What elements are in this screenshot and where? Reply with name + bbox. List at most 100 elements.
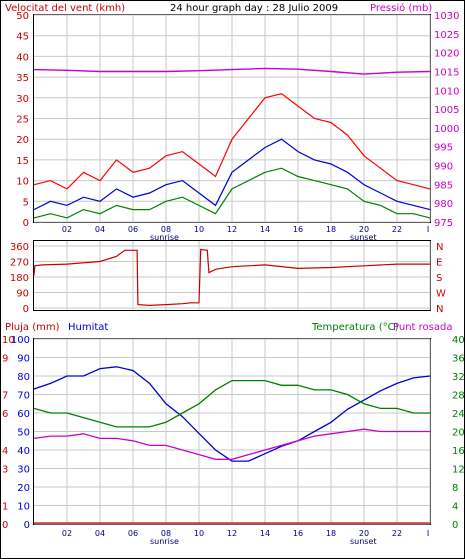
temperature-line bbox=[33, 379, 430, 428]
wind-y-tick-label: 30 bbox=[16, 94, 29, 105]
rain-y-tick-label: 3 bbox=[2, 465, 8, 476]
direction-y-ticks: 0 90 180 270 360 bbox=[10, 242, 29, 315]
x-axis-wind: 02 04 06 08 10 12 14 16 18 20 22 I bbox=[62, 225, 429, 234]
rain-y-tick-label: 0 bbox=[2, 520, 8, 531]
humidity-y-tick-label: 80 bbox=[17, 372, 30, 383]
rain-axis-title: Pluja (mm) bbox=[5, 322, 60, 333]
temperature-y-tick-label: 0 bbox=[452, 520, 458, 531]
x-tick-label: 10 bbox=[194, 225, 204, 234]
direction-series bbox=[33, 248, 430, 307]
grid-humidity bbox=[34, 338, 431, 525]
wind-y-tick-label: 35 bbox=[16, 73, 29, 84]
direction-y-tick-label: 90 bbox=[16, 289, 29, 300]
x-tick-label: 12 bbox=[227, 529, 237, 538]
x-tick-label: 04 bbox=[95, 225, 105, 234]
rain-y-tick-label: 6 bbox=[2, 409, 8, 420]
wind-y-tick-label: 50 bbox=[16, 11, 29, 22]
humidity-series bbox=[33, 366, 431, 524]
chart-title: 24 hour graph day : 28 Julio 2009 bbox=[170, 3, 338, 14]
rain-y-tick-label: 4 bbox=[2, 446, 8, 457]
pressure-axis-title: Pressió (mb) bbox=[370, 2, 432, 14]
pressure-line bbox=[33, 67, 431, 75]
wind-y-tick-label: 25 bbox=[16, 115, 29, 126]
avg-line bbox=[33, 167, 431, 219]
direction-y-tick-label: 0 bbox=[23, 304, 29, 315]
temperature-y-tick-label: 16 bbox=[452, 446, 465, 457]
direction-line bbox=[33, 248, 430, 307]
humidity-y-tick-label: 20 bbox=[17, 483, 30, 494]
compass-label: N bbox=[436, 304, 443, 315]
temperature-y-tick-label: 12 bbox=[452, 465, 465, 476]
sunset-label-bottom: sunset bbox=[350, 537, 377, 546]
pressure-y-tick-label: 1005 bbox=[434, 105, 459, 116]
x-tick-label: 20 bbox=[359, 529, 369, 538]
pressure-y-tick-label: 975 bbox=[434, 218, 453, 229]
x-tick-label: 18 bbox=[326, 225, 336, 234]
temperature-axis-title: Temperatura (°C) bbox=[311, 322, 399, 333]
x-tick-label: 12 bbox=[227, 225, 237, 234]
x-tick-label: 18 bbox=[326, 529, 336, 538]
pressure-y-tick-label: 995 bbox=[434, 143, 453, 154]
wind-y-ticks: 0 5 10 15 20 25 30 35 40 45 50 bbox=[16, 11, 29, 229]
humidity-y-tick-label: 40 bbox=[17, 446, 30, 457]
temperature-y-tick-label: 28 bbox=[452, 391, 465, 402]
humidity-y-tick-label: 90 bbox=[17, 354, 30, 365]
x-tick-label: 08 bbox=[161, 225, 171, 234]
temperature-y-tick-label: 40 bbox=[452, 335, 465, 346]
rain-y-tick-label: 10 bbox=[2, 335, 15, 346]
x-tick-label: 08 bbox=[161, 529, 171, 538]
compass-label: W bbox=[436, 289, 446, 300]
humidity-y-tick-label: 30 bbox=[17, 465, 30, 476]
direction-y-tick-label: 180 bbox=[10, 273, 29, 284]
x-tick-label: 14 bbox=[260, 225, 270, 234]
x-tick-label: 14 bbox=[260, 529, 270, 538]
temperature-y-tick-label: 36 bbox=[452, 354, 465, 365]
humidity-y-tick-label: 0 bbox=[24, 520, 30, 531]
humidity-y-tick-label: 60 bbox=[17, 409, 30, 420]
wind-y-tick-label: 10 bbox=[16, 177, 29, 188]
pressure-y-tick-label: 985 bbox=[434, 180, 453, 191]
wind-y-tick-label: 45 bbox=[16, 32, 29, 43]
wind-y-tick-label: 15 bbox=[16, 156, 29, 167]
temperature-y-tick-label: 20 bbox=[452, 428, 465, 439]
x-tick-label: 22 bbox=[392, 529, 402, 538]
wind-series bbox=[33, 67, 431, 219]
wind-y-tick-label: 0 bbox=[23, 218, 29, 229]
x-tick-label: 10 bbox=[194, 529, 204, 538]
x-tick-label: 02 bbox=[62, 529, 72, 538]
pressure-y-tick-label: 980 bbox=[434, 199, 453, 210]
pressure-y-ticks: 975 980 985 990 995 1000 1005 1010 1015 1020 1025 1… bbox=[434, 11, 459, 229]
compass-label: S bbox=[436, 273, 442, 284]
wind-line bbox=[33, 138, 431, 211]
temperature-y-tick-label: 8 bbox=[452, 483, 458, 494]
grid-direction bbox=[34, 241, 431, 310]
pressure-y-tick-label: 1010 bbox=[434, 86, 459, 97]
compass-label: E bbox=[436, 258, 442, 269]
pressure-y-tick-label: 1000 bbox=[434, 124, 459, 135]
x-tick-label: 04 bbox=[95, 529, 105, 538]
temperature-y-tick-label: 24 bbox=[452, 409, 465, 420]
humidity-y-tick-label: 70 bbox=[17, 391, 30, 402]
gust-line bbox=[33, 93, 431, 190]
sunrise-label-top: sunrise bbox=[150, 233, 179, 242]
wind-y-tick-label: 40 bbox=[16, 52, 29, 63]
wind-y-tick-label: 5 bbox=[23, 197, 29, 208]
sunrise-label-bottom: sunrise bbox=[150, 537, 179, 546]
pressure-y-tick-label: 1025 bbox=[434, 30, 459, 41]
humidity-rain-y-ticks: 0 10 20 30 40 50 60 70 80 90 100 0 1 3 4 6 7 9 10 bbox=[2, 335, 30, 531]
pressure-y-tick-label: 1015 bbox=[434, 67, 459, 78]
wind-y-tick-label: 20 bbox=[16, 135, 29, 146]
x-tick-label: 16 bbox=[293, 225, 303, 234]
temperature-y-tick-label: 32 bbox=[452, 372, 465, 383]
humidity-y-tick-label: 100 bbox=[11, 335, 30, 346]
x-tick-label: I bbox=[427, 529, 429, 538]
pressure-y-tick-label: 990 bbox=[434, 162, 453, 173]
x-tick-label: 20 bbox=[359, 225, 369, 234]
direction-y-tick-label: 270 bbox=[10, 258, 29, 269]
wind-axis-title: Velocitat del vent (kmh) bbox=[5, 3, 125, 14]
x-tick-label: I bbox=[427, 225, 429, 234]
humidity-axis-title: Humitat bbox=[68, 322, 108, 333]
